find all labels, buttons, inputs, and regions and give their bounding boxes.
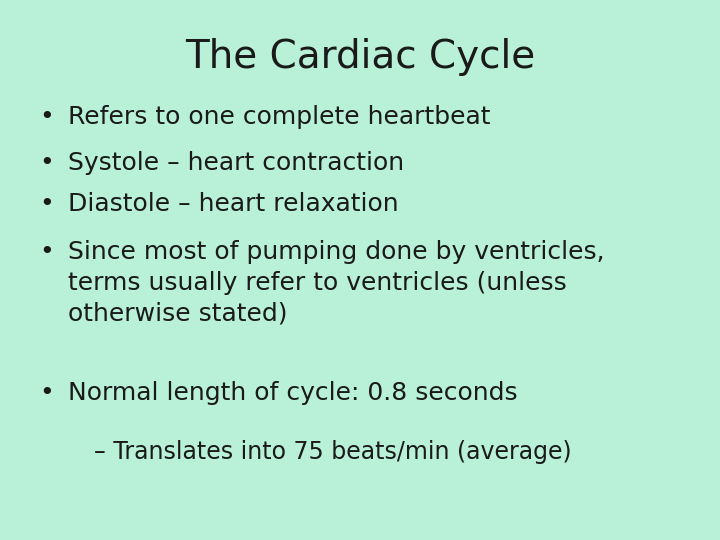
Text: Diastole – heart relaxation: Diastole – heart relaxation [68, 192, 399, 215]
Text: •: • [40, 105, 54, 129]
Text: •: • [40, 240, 54, 264]
Text: Normal length of cycle: 0.8 seconds: Normal length of cycle: 0.8 seconds [68, 381, 518, 404]
Text: •: • [40, 151, 54, 175]
Text: – Translates into 75 beats/min (average): – Translates into 75 beats/min (average) [94, 440, 571, 464]
Text: •: • [40, 381, 54, 404]
Text: Refers to one complete heartbeat: Refers to one complete heartbeat [68, 105, 491, 129]
Text: Systole – heart contraction: Systole – heart contraction [68, 151, 405, 175]
Text: Since most of pumping done by ventricles,
terms usually refer to ventricles (unl: Since most of pumping done by ventricles… [68, 240, 605, 326]
Text: •: • [40, 192, 54, 215]
Text: The Cardiac Cycle: The Cardiac Cycle [185, 38, 535, 76]
